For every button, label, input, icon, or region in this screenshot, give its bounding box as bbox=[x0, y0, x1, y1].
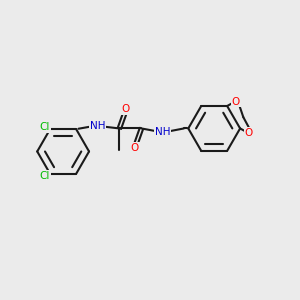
Text: NH: NH bbox=[89, 121, 105, 131]
Text: O: O bbox=[122, 104, 130, 114]
Text: O: O bbox=[131, 143, 139, 153]
Text: NH: NH bbox=[155, 127, 170, 137]
Text: Cl: Cl bbox=[40, 122, 50, 132]
Text: O: O bbox=[232, 97, 240, 106]
Text: O: O bbox=[245, 128, 253, 138]
Text: Cl: Cl bbox=[40, 171, 50, 181]
